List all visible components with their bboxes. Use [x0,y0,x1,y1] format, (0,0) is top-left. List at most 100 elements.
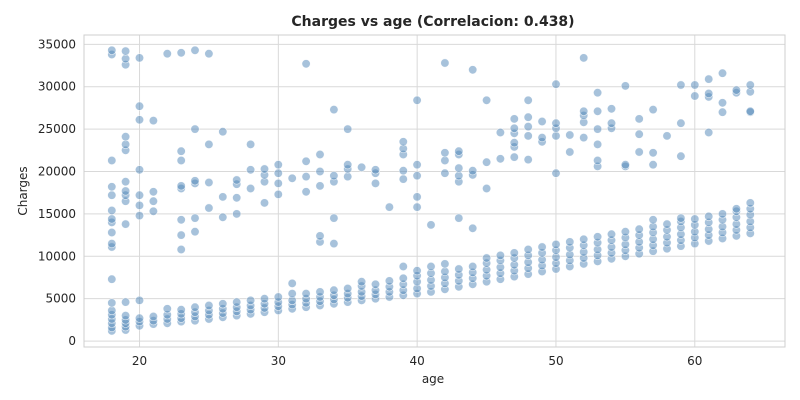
scatter-point [315,181,325,191]
scatter-point [204,178,214,188]
scatter-point [232,193,242,203]
scatter-point [135,101,145,111]
scatter-point [412,266,422,276]
scatter-point [315,167,325,177]
scatter-point [273,178,283,188]
scatter-point [398,166,408,176]
scatter-point [717,107,727,117]
scatter-point [176,146,186,156]
scatter-point [107,182,117,192]
scatter-point [273,189,283,199]
scatter-point [676,118,686,128]
scatter-point [412,192,422,202]
scatter-point [579,106,589,116]
scatter-point [482,95,492,105]
x-tick-label: 40 [410,354,425,368]
scatter-point [121,297,131,307]
y-axis-label: Charges [16,166,30,215]
scatter-point [148,311,158,321]
scatter-point [218,127,228,137]
scatter-point [259,164,269,174]
scatter-point [620,227,630,237]
scatter-point [704,89,714,99]
scatter-point [440,156,450,166]
scatter-point [398,174,408,184]
scatter-point [301,187,311,197]
scatter-point [107,190,117,200]
scatter-point [648,105,658,115]
y-tick-label: 25000 [38,122,76,136]
scatter-point [135,190,145,200]
scatter-point [329,105,339,115]
scatter-point [704,74,714,84]
scatter-point [579,234,589,244]
scatter-point [523,112,533,122]
scatter-point [315,287,325,297]
scatter-point [273,292,283,302]
scatter-point [731,204,741,214]
scatter-point [731,85,741,95]
scatter-point [329,171,339,181]
scatter-point [620,160,630,170]
y-tick-label: 0 [68,334,76,348]
scatter-point [537,117,547,127]
scatter-point [121,54,131,64]
points-layer [107,45,755,336]
x-tick-label: 60 [687,354,702,368]
scatter-point [440,168,450,178]
scatter-point [454,146,464,156]
scatter-point [551,131,561,141]
scatter-point [495,128,505,138]
scatter-point [357,162,367,172]
scatter-point [176,48,186,58]
scatter-point [648,148,658,158]
scatter-point [537,133,547,143]
scatter-point [509,248,519,258]
scatter-point [593,156,603,166]
scatter-point [176,245,186,255]
scatter-point [593,232,603,242]
chart-title: Charges vs age (Correlacion: 0.438) [291,14,574,30]
scatter-point [745,198,755,208]
scatter-point [412,95,422,105]
scatter-point [218,212,228,222]
scatter-point [426,220,436,230]
scatter-point [190,176,200,186]
scatter-point [454,213,464,223]
scatter-point [468,223,478,233]
scatter-point [648,215,658,225]
scatter-point [176,156,186,166]
x-tick-label: 30 [271,354,286,368]
scatter-point [523,95,533,105]
scatter-point [717,68,727,78]
scatter-point [468,261,478,271]
scatter-point [482,253,492,263]
scatter-point [343,160,353,170]
scatter-point [176,230,186,240]
scatter-point [551,118,561,128]
scatter-point [398,273,408,283]
scatter-point [509,138,519,148]
x-tick-label: 50 [548,354,563,368]
scatter-point [190,302,200,312]
scatter-point [301,59,311,69]
scatter-point [121,186,131,196]
scatter-point [634,224,644,234]
scatter-point [523,131,533,141]
scatter-point [717,98,727,108]
scatter-point [551,239,561,249]
scatter-point [482,157,492,167]
plot-area [83,34,786,348]
scatter-point [634,147,644,157]
scatter-point [190,45,200,55]
scatter-point [121,139,131,149]
scatter-point [259,198,269,208]
scatter-point [634,114,644,124]
scatter-point [537,242,547,252]
scatter-point [204,300,214,310]
scatter-point [440,58,450,68]
scatter-point [190,213,200,223]
scatter-point [593,88,603,98]
scatter-point [676,151,686,161]
scatter-point [107,228,117,238]
